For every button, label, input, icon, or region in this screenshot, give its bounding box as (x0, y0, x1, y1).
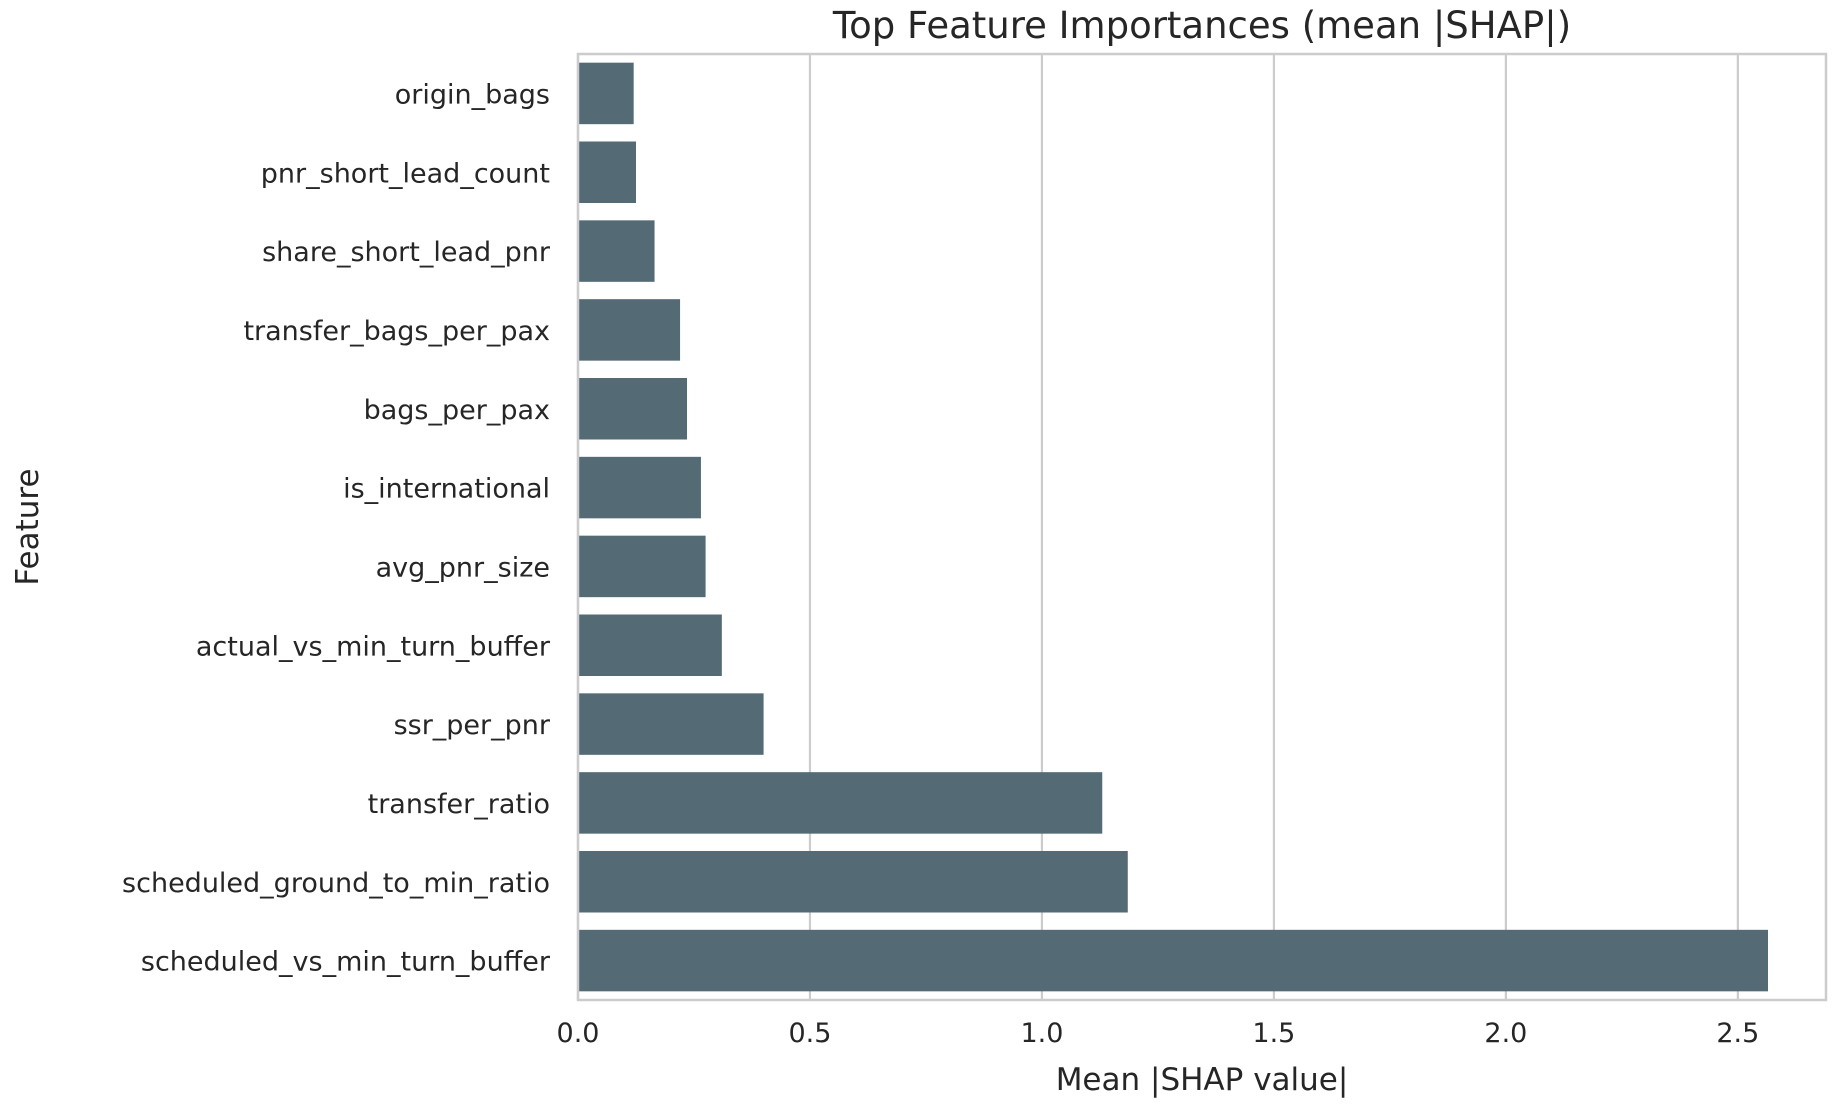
x-tick-label: 2.0 (1484, 1018, 1527, 1049)
y-tick-label: actual_vs_min_turn_buffer (196, 631, 551, 662)
bar-share_short_lead_pnr (578, 220, 655, 282)
bars (578, 62, 1769, 992)
bar-transfer_ratio (578, 772, 1103, 834)
x-tick-label: 1.0 (1020, 1018, 1063, 1049)
y-tick-label: is_international (343, 474, 550, 505)
bar-origin_bags (578, 62, 634, 125)
y-tick-label: ssr_per_pnr (394, 710, 551, 741)
bar-ssr_per_pnr (578, 693, 764, 755)
x-axis-label: Mean |SHAP value| (1056, 1062, 1349, 1098)
bar-avg_pnr_size (578, 535, 706, 598)
bar-bags_per_pax (578, 378, 688, 440)
x-tick-label: 2.5 (1716, 1018, 1759, 1049)
bar-actual_vs_min_turn_buffer (578, 614, 722, 676)
y-tick-label: origin_bags (395, 79, 550, 110)
bar-scheduled_vs_min_turn_buffer (578, 929, 1769, 992)
y-axis-label: Feature (10, 468, 46, 585)
y-tick-label: transfer_bags_per_pax (243, 316, 550, 347)
y-tick-label: bags_per_pax (364, 395, 550, 426)
bar-pnr_short_lead_count (578, 141, 636, 203)
y-tick-label: avg_pnr_size (376, 552, 550, 583)
chart-title: Top Feature Importances (mean |SHAP|) (832, 4, 1571, 47)
x-tick-label: 1.5 (1252, 1018, 1295, 1049)
x-axis-ticks: 0.0 0.5 1.0 1.5 2.0 2.5 (557, 1018, 1760, 1049)
bar-scheduled_ground_to_min_ratio (578, 851, 1128, 913)
x-tick-label: 0.0 (557, 1018, 600, 1049)
y-axis-ticks: origin_bags pnr_short_lead_count share_sho… (122, 79, 551, 977)
y-tick-label: share_short_lead_pnr (262, 237, 551, 268)
x-tick-label: 0.5 (788, 1018, 831, 1049)
y-tick-label: scheduled_ground_to_min_ratio (122, 868, 550, 899)
bar-is_international (578, 456, 701, 519)
y-tick-label: scheduled_vs_min_turn_buffer (141, 947, 551, 978)
plot-frame (576, 52, 1828, 1002)
bar-transfer_bags_per_pax (578, 299, 681, 361)
y-tick-label: pnr_short_lead_count (261, 158, 550, 189)
y-tick-label: transfer_ratio (368, 789, 550, 820)
